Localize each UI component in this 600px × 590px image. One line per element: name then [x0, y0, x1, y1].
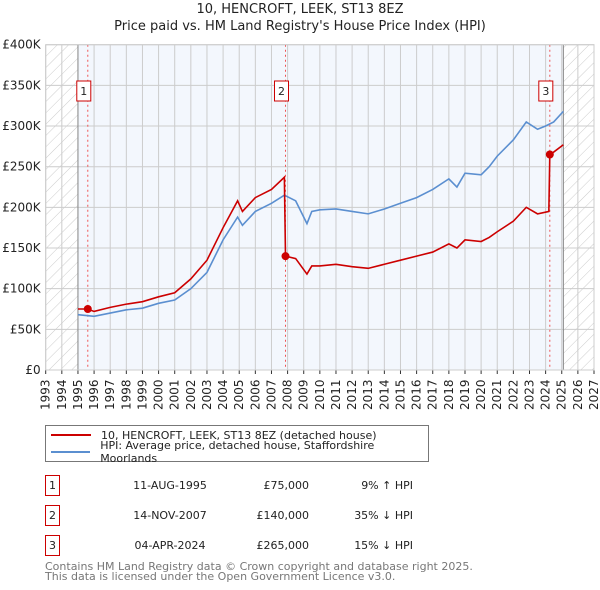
sale-label-box [274, 80, 290, 102]
y-tick-label: £400K [2, 38, 42, 52]
legend-label: HPI: Average price, detached house, Staf… [100, 439, 375, 465]
plot-border [45, 44, 595, 371]
x-tick-label: 2019 [458, 379, 472, 410]
x-tick-label: 2000 [152, 379, 166, 410]
x-tick-label: 2001 [168, 379, 182, 410]
x-tick-label: 1998 [119, 379, 133, 410]
legend-swatch-red [51, 434, 91, 436]
sale-number-badge: 1 [45, 475, 60, 496]
x-tick-label: 1997 [103, 379, 117, 410]
sale-price: £265,000 [256, 539, 310, 552]
x-tick-label: 2006 [248, 379, 262, 410]
legend-item-hpi: HPI: Average price, detached house, Staf… [46, 439, 428, 465]
x-tick-label: 1993 [39, 379, 53, 410]
x-tick-label: 2017 [426, 379, 440, 410]
y-tick-label: £100K [2, 282, 42, 296]
x-tick-label: 2025 [555, 379, 569, 410]
x-tick-label: 1999 [135, 379, 149, 410]
y-tick-label: £200K [2, 200, 42, 214]
sale-point [83, 305, 92, 314]
y-tick-label: £300K [2, 119, 42, 133]
sale-date: 11-AUG-1995 [133, 479, 207, 492]
chart-subtitle: Price paid vs. HM Land Registry's House … [114, 19, 486, 34]
y-tick-label: £150K [2, 241, 42, 255]
property-price-line [77, 144, 564, 313]
legend-label: 10, HENCROFT, LEEK, ST13 8EZ (detached h… [101, 428, 377, 442]
sale-number-badge: 3 [45, 535, 60, 556]
sale-label: 1 [80, 85, 87, 98]
x-tick-label: 2004 [216, 379, 230, 410]
hpi-line [77, 110, 564, 318]
x-tick-label: 2022 [506, 379, 520, 410]
x-tick-label: 2003 [200, 379, 214, 410]
x-tick-label: 2024 [539, 379, 553, 410]
x-tick-label: 2018 [442, 379, 456, 410]
sale-point [545, 150, 554, 159]
plot-area: 1993 1994 1995 1996 1997 1998 1999 2000 2001 2002… [2, 38, 600, 410]
sale-label-box [538, 80, 554, 102]
sale-price: £140,000 [256, 509, 310, 522]
legend: 10, HENCROFT, LEEK, ST13 8EZ (detached h… [45, 425, 429, 465]
x-tick-label: 1994 [55, 379, 69, 410]
footer-licence: This data is licensed under the Open Gov… [45, 570, 396, 583]
x-tick-label: 2008 [281, 379, 295, 410]
y-tick-label: £250K [2, 160, 42, 174]
sale-number-badge: 2 [45, 505, 60, 526]
y-tick-label: £350K [2, 78, 42, 92]
legend-item-property: 10, HENCROFT, LEEK, ST13 8EZ (detached h… [46, 427, 377, 443]
x-tick-label: 1996 [87, 379, 101, 410]
x-tick-label: 1995 [71, 379, 85, 410]
x-tick-label: 2015 [393, 379, 407, 410]
x-tick-label: 2011 [329, 379, 343, 410]
x-tick-label: 2010 [313, 379, 327, 410]
sale-point [281, 252, 290, 261]
sale-label: 3 [542, 85, 549, 98]
y-tick-label: £0 [25, 363, 40, 377]
x-tick-label: 2007 [264, 379, 278, 410]
sale-hpi-diff: 35% ↓ HPI [354, 509, 413, 522]
sale-hpi-diff: 15% ↓ HPI [354, 539, 413, 552]
y-tick-label: £50K [10, 322, 42, 336]
x-tick-label: 2014 [377, 379, 391, 410]
footer-copyright: Contains HM Land Registry data © Crown c… [45, 560, 473, 573]
x-tick-label: 2023 [522, 379, 536, 410]
x-tick-label: 2020 [474, 379, 488, 410]
x-tick-label: 2013 [361, 379, 375, 410]
sale-label-box [76, 80, 92, 102]
legend-swatch-blue [51, 451, 91, 453]
x-tick-label: 2009 [297, 379, 311, 410]
x-tick-label: 2002 [184, 379, 198, 410]
x-tick-label: 2026 [571, 379, 585, 410]
chart-title: 10, HENCROFT, LEEK, ST13 8EZ [196, 2, 404, 17]
x-tick-label: 2005 [232, 379, 246, 410]
sale-label: 2 [278, 85, 285, 98]
x-tick-label: 2027 [587, 379, 600, 410]
sale-date: 14-NOV-2007 [133, 509, 207, 522]
sale-price: £75,000 [263, 479, 310, 492]
x-tick-label: 2012 [345, 379, 359, 410]
x-tick-label: 2021 [490, 379, 504, 410]
sale-date: 04-APR-2024 [134, 539, 206, 552]
sale-hpi-diff: 9% ↑ HPI [361, 479, 413, 492]
x-tick-label: 2016 [410, 379, 424, 410]
